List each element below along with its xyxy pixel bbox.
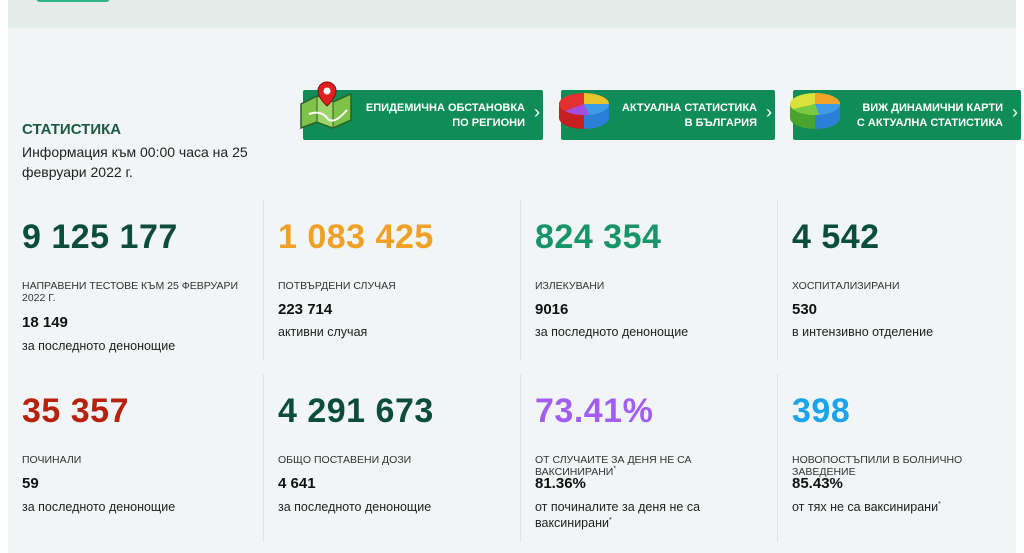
stat-sub-caption: за последното денонощие <box>278 500 432 514</box>
chevron-right-icon: › <box>766 102 772 122</box>
stat-sub-caption: в интензивно отделение <box>792 325 934 339</box>
footnote-mark: * <box>608 516 612 524</box>
stat-value: 1 083 425 <box>278 218 434 256</box>
stat-sub-value: 81.36% <box>535 475 586 492</box>
stat-sub-caption: за последното денонощие <box>535 325 689 339</box>
stat-sub-value: 223 714 <box>278 301 333 318</box>
section-title: СТАТИСТИКА <box>22 121 122 138</box>
top-banner-button[interactable] <box>36 0 110 2</box>
stat-caption: ОБЩО ПОСТАВЕНИ ДОЗИ <box>278 454 412 466</box>
stat-caption: ХОСПИТАЛИЗИРАНИ <box>792 280 900 292</box>
stat-value: 824 354 <box>535 218 662 256</box>
stat-sub-value: 530 <box>792 301 818 318</box>
stat-value: 35 357 <box>22 392 129 430</box>
pie-chart-icon <box>790 93 841 129</box>
stat-caption: ПОЧИНАЛИ <box>22 454 82 466</box>
nav-label-line1: АКТУАЛНА СТАТИСТИКА <box>621 102 757 114</box>
stat-sub-caption: за последното денонощие <box>22 339 176 353</box>
stat-caption: НАПРАВЕНИ ТЕСТОВЕ КЪМ 25 ФЕВРУАРИ 2022 Г… <box>22 280 239 304</box>
pie-chart-icon <box>559 93 610 129</box>
stat-caption: НОВОПОСТЪПИЛИ В БОЛНИЧНО ЗАВЕДЕНИЕ <box>792 454 963 478</box>
stat-sub-value: 85.43% <box>792 475 843 492</box>
stat-value: 9 125 177 <box>22 218 178 256</box>
stat-caption: ОТ СЛУЧАИТЕ ЗА ДЕНЯ НЕ СА ВАКСИНИРАНИ <box>535 454 692 478</box>
nav-label-line1: ВИЖ ДИНАМИЧНИ КАРТИ <box>862 102 1003 114</box>
stat-value: 4 542 <box>792 218 880 256</box>
chevron-right-icon: › <box>534 102 540 122</box>
regional-situation-button[interactable]: ЕПИДЕМИЧНА ОБСТАНОВКА ПО РЕГИОНИ › <box>300 81 543 140</box>
footnote-mark: * <box>938 500 941 508</box>
stat-sub-value: 9016 <box>535 301 569 318</box>
stat-value: 73.41% <box>535 392 654 430</box>
stat-caption: ИЗЛЕКУВАНИ <box>535 280 605 292</box>
dynamic-maps-button[interactable]: ВИЖ ДИНАМИЧНИ КАРТИ С АКТУАЛНА СТАТИСТИК… <box>790 90 1021 140</box>
footnote-mark: * <box>613 465 617 473</box>
stat-sub-caption: от починалите за деня не са ваксинирани <box>535 500 701 530</box>
chevron-right-icon: › <box>1012 102 1018 122</box>
stat-value: 4 291 673 <box>278 392 434 430</box>
nav-label-line2: В БЪЛГАРИЯ <box>684 117 757 129</box>
stat-sub-value: 59 <box>22 475 39 492</box>
stat-sub-caption: активни случая <box>278 325 368 339</box>
stat-sub-value: 18 149 <box>22 314 68 331</box>
stat-sub-value: 4 641 <box>278 475 316 492</box>
stat-caption: ПОТВЪРДЕНИ СЛУЧАЯ <box>278 280 396 292</box>
bulgaria-statistics-button[interactable]: АКТУАЛНА СТАТИСТИКА В БЪЛГАРИЯ › <box>559 90 775 140</box>
stat-sub-caption: от тях не са ваксинирани <box>792 500 939 514</box>
stat-value: 398 <box>792 392 851 430</box>
nav-label-line2: ПО РЕГИОНИ <box>452 117 525 129</box>
stat-sub-caption: за последното денонощие <box>22 500 176 514</box>
nav-label-line1: ЕПИДЕМИЧНА ОБСТАНОВКА <box>365 102 525 114</box>
map-pin-icon <box>300 81 352 130</box>
top-banner <box>8 0 1016 28</box>
nav-label-line2: С АКТУАЛНА СТАТИСТИКА <box>856 117 1003 129</box>
info-timestamp: Информация към 00:00 часа на 25 февруари… <box>22 144 248 180</box>
